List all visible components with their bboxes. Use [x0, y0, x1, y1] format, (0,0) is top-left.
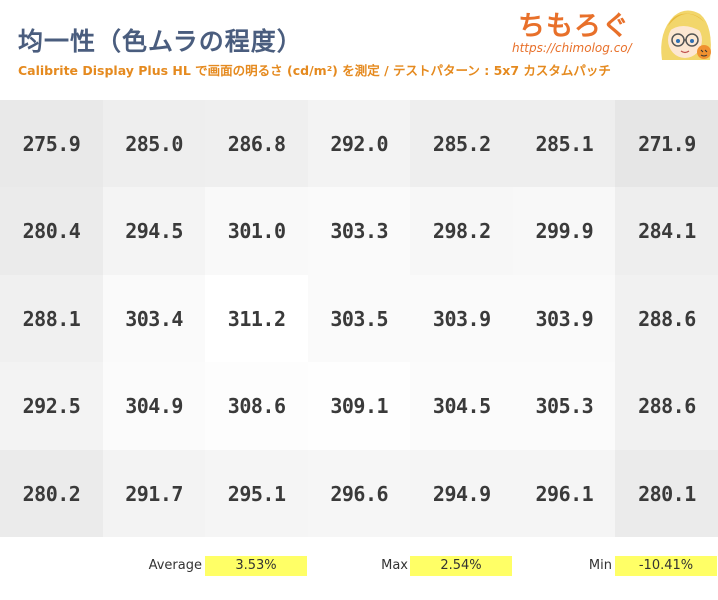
heatmap-cell: 284.1	[615, 187, 718, 276]
heatmap-cell: 288.1	[0, 274, 103, 363]
max-value: 2.54%	[410, 556, 512, 576]
max-label: Max	[381, 558, 408, 573]
uniformity-heatmap: 275.9 285.0 286.8 292.0 285.2 285.1 271.9 280.4…	[0, 100, 718, 538]
heatmap-cell: 298.2	[410, 187, 514, 276]
heatmap-cell: 303.3	[307, 187, 411, 276]
heatmap-cell: 280.4	[0, 187, 103, 276]
heatmap-cell: 294.5	[102, 187, 206, 276]
heatmap-cell: 295.1	[205, 449, 309, 538]
heatmap-cell: 285.0	[102, 100, 206, 188]
min-value: -10.41%	[615, 556, 717, 576]
heatmap-cell: 311.2	[205, 274, 309, 363]
heatmap-cell: 304.5	[410, 362, 514, 451]
header: 均一性（色ムラの程度） Calibrite Display Plus HL で画…	[0, 0, 718, 100]
average-label: Average	[148, 558, 202, 573]
heatmap-cell: 285.1	[512, 100, 616, 188]
heatmap-cell: 294.9	[410, 449, 514, 538]
average-value: 3.53%	[205, 556, 307, 576]
heatmap-cell: 275.9	[0, 100, 103, 188]
heatmap-cell: 288.6	[615, 274, 718, 363]
chart-subtitle: Calibrite Display Plus HL で画面の明るさ (cd/m²…	[18, 63, 611, 78]
heatmap-cell: 305.3	[512, 362, 616, 451]
heatmap-cell: 299.9	[512, 187, 616, 276]
heatmap-cell: 303.5	[307, 274, 411, 363]
chart-title: 均一性（色ムラの程度）	[18, 27, 303, 56]
mascot-icon	[661, 10, 711, 61]
heatmap-cell: 280.1	[615, 449, 718, 538]
heatmap-cell: 286.8	[205, 100, 309, 188]
heatmap-cell: 304.9	[102, 362, 206, 451]
heatmap-cell: 303.4	[102, 274, 206, 363]
heatmap-cell: 292.5	[0, 362, 103, 451]
heatmap-cell: 288.6	[615, 362, 718, 451]
heatmap-cell: 280.2	[0, 449, 103, 538]
min-label: Min	[588, 558, 612, 573]
heatmap-cell: 271.9	[615, 100, 718, 188]
heatmap-cell: 296.1	[512, 449, 616, 538]
heatmap-cell: 291.7	[102, 449, 206, 538]
heatmap-cell: 309.1	[307, 362, 411, 451]
logo-url[interactable]: https://chimolog.co/	[512, 41, 632, 55]
heatmap-cell: 285.2	[410, 100, 514, 188]
heatmap-cell: 303.9	[512, 274, 616, 363]
heatmap-cell: 301.0	[205, 187, 309, 276]
site-logo[interactable]: ちもろぐ https://chimolog.co/	[500, 2, 718, 62]
stats-footer: Average 3.53% Max 2.54% Min -10.41%	[0, 537, 718, 600]
heatmap-cell: 292.0	[307, 100, 411, 188]
heatmap-cell: 303.9	[410, 274, 514, 363]
heatmap-cell: 296.6	[307, 449, 411, 538]
heatmap-cell: 308.6	[205, 362, 309, 451]
logo-text: ちもろぐ	[518, 11, 630, 42]
